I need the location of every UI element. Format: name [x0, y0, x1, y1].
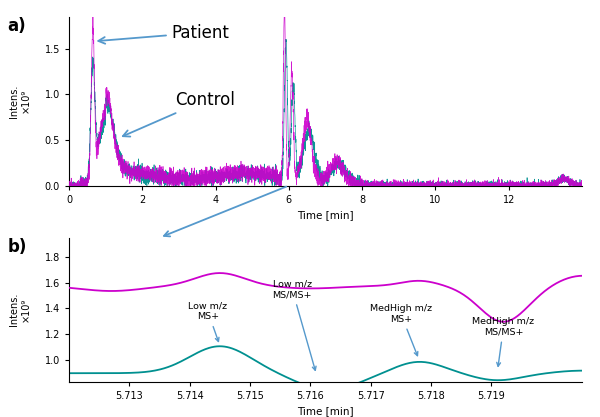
X-axis label: Time [min]: Time [min]: [297, 210, 354, 220]
Text: MedHigh m/z
MS/MS+: MedHigh m/z MS/MS+: [472, 317, 535, 367]
Text: Patient: Patient: [98, 24, 229, 44]
Text: b): b): [7, 238, 26, 256]
X-axis label: Time [min]: Time [min]: [297, 406, 354, 416]
Text: a): a): [7, 17, 26, 35]
Text: MedHigh m/z
MS+: MedHigh m/z MS+: [370, 304, 432, 356]
Y-axis label: Intens.
×10⁹: Intens. ×10⁹: [9, 84, 31, 118]
Text: Low m/z
MS/MS+: Low m/z MS/MS+: [272, 280, 316, 370]
Text: Control: Control: [123, 91, 235, 136]
Y-axis label: Intens.
×10⁹: Intens. ×10⁹: [9, 293, 31, 327]
Text: Low m/z
MS+: Low m/z MS+: [188, 302, 227, 342]
